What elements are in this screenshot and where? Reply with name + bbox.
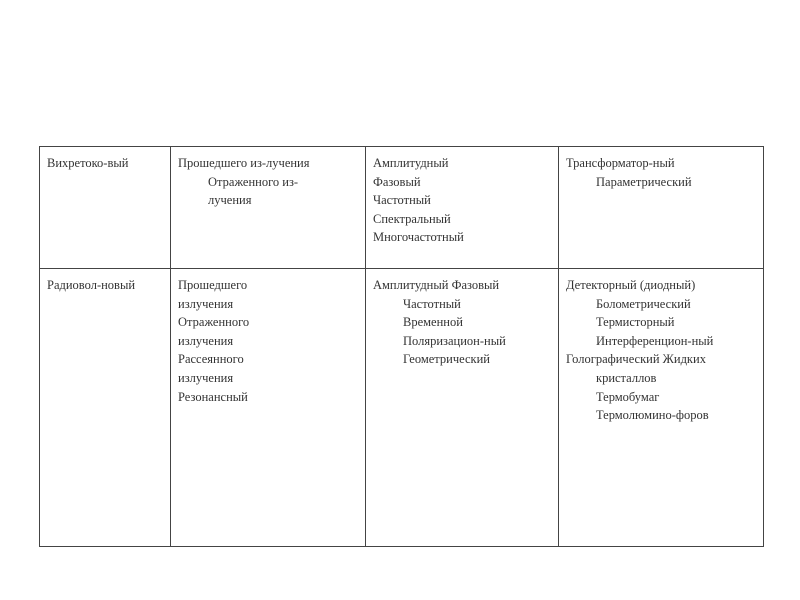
cell-line: Амплитудный Фазовый (373, 278, 500, 292)
cell-line: Прошедшего (178, 278, 248, 292)
table-cell: Прошедшего из-лучения Отраженного из-луче… (170, 146, 366, 269)
cell-line: Спектральный (373, 211, 451, 226)
cell-line: Поляризацион-ный (403, 333, 506, 348)
table-cell: Амплитудный Фазовый Частотный Временной Пол… (365, 268, 559, 547)
table-cell: Прошедшего излучения Отраженного излучения Р… (170, 268, 366, 547)
table-cell: Трансформатор-ный Параметрический (558, 146, 764, 269)
cell-line: Отраженного из- (208, 174, 299, 189)
cell-line: Геометрический (403, 352, 490, 367)
cell-line: Вихретоко-вый (47, 156, 129, 170)
cell-line: излучения (178, 333, 234, 348)
cell-line: излучения (178, 296, 234, 311)
cell-line: Интерференцион-ный (596, 333, 714, 348)
cell-line: Рассеянного (178, 352, 244, 367)
cell-line: Временной (403, 315, 463, 330)
cell-line: Многочастотный (373, 230, 464, 245)
cell-line: Частотный (403, 296, 461, 311)
cell-line: Болометрический (596, 296, 691, 311)
cell-line: Амплитудный (373, 156, 449, 170)
cell-line: Радиовол-новый (47, 278, 136, 292)
cell-line: Прошедшего из-лучения (178, 156, 310, 170)
cell-line: лучения (208, 193, 252, 208)
table-row: Радиовол-новый Прошедшего излучения Отражен… (39, 268, 764, 547)
cell-line: Резонансный (178, 389, 248, 404)
cell-line: Термобумаг (596, 389, 660, 404)
cell-line: Детекторный (диодный) (566, 278, 696, 292)
cell-line: Трансформатор-ный (566, 156, 675, 170)
cell-line: Параметрический (596, 174, 692, 189)
table-cell: Амплитудный Фазовый Частотный Спектральный М… (365, 146, 559, 269)
cell-line: Голографический Жидких (566, 352, 706, 367)
cell-line: кристаллов (596, 370, 657, 385)
table-cell: Радиовол-новый (39, 268, 171, 547)
cell-line: Фазовый (373, 174, 421, 189)
cell-line: Термисторный (596, 315, 675, 330)
table-cell: Детекторный (диодный) Болометрический Терм… (558, 268, 764, 547)
cell-line: Термолюмино-форов (596, 408, 709, 423)
methods-table: Вихретоко-вый Прошедшего из-лучения Отраже… (39, 146, 764, 547)
cell-line: излучения (178, 370, 234, 385)
table-cell: Вихретоко-вый (39, 146, 171, 269)
cell-line: Отраженного (178, 315, 250, 330)
table-row: Вихретоко-вый Прошедшего из-лучения Отраже… (39, 146, 764, 269)
cell-line: Частотный (373, 193, 431, 208)
